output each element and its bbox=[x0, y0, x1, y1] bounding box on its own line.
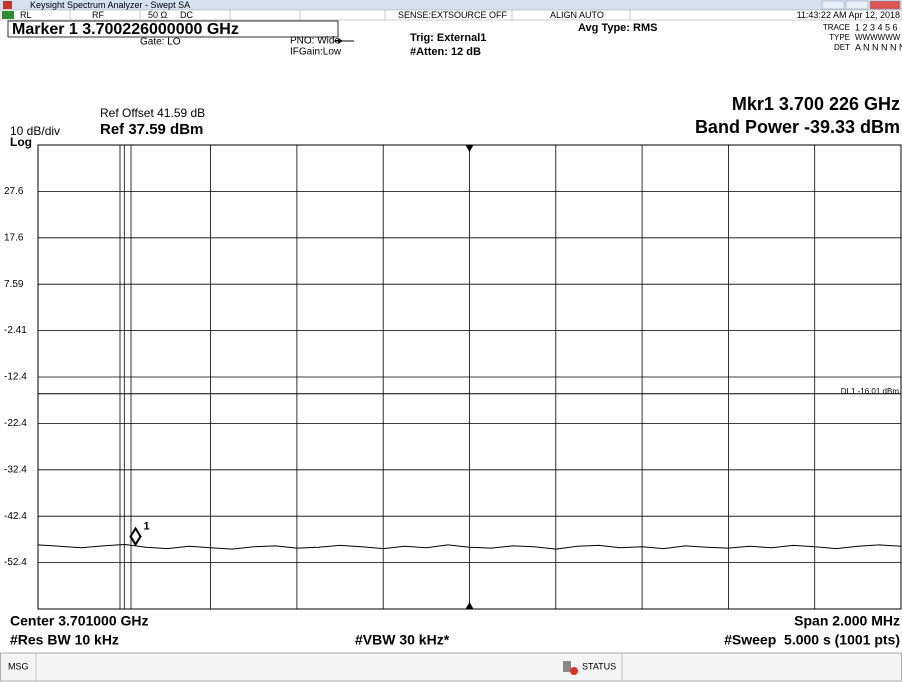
maximize-button[interactable] bbox=[845, 0, 869, 10]
y-tick-label: -32.4 bbox=[4, 464, 27, 475]
ifgain: IFGain:Low bbox=[290, 47, 342, 58]
status-time: 11:43:22 AM Apr 12, 2018 bbox=[797, 10, 900, 20]
det-list: A N N N N N bbox=[855, 42, 902, 52]
sweep: #Sweep 5.000 s (1001 pts) bbox=[724, 632, 900, 648]
y-tick-label: 27.6 bbox=[4, 186, 24, 197]
marker-readout: Mkr1 3.700 226 GHz bbox=[732, 94, 900, 114]
trace bbox=[37, 543, 902, 550]
trace-list: 1 2 3 4 5 6 bbox=[855, 22, 898, 32]
status-item: 50 Ω bbox=[148, 10, 168, 20]
span: Span 2.000 MHz bbox=[794, 613, 900, 629]
status-label[interactable]: STATUS bbox=[582, 661, 616, 671]
scale-type: Log bbox=[10, 135, 32, 149]
y-tick-label: 7.59 bbox=[4, 279, 24, 290]
y-tick-label: -2.41 bbox=[4, 325, 27, 336]
marker-label: 1 bbox=[144, 520, 150, 532]
scale: 10 dB/div bbox=[10, 124, 60, 138]
status-item: RL bbox=[20, 10, 32, 20]
trig-arrow bbox=[334, 38, 354, 44]
vbw: #VBW 30 kHz* bbox=[355, 632, 450, 648]
avg-type: Avg Type: RMS bbox=[578, 22, 657, 34]
status-item: SOURCE OFF bbox=[448, 10, 508, 20]
gate: Gate: LO bbox=[140, 37, 181, 48]
det-label: DET bbox=[834, 43, 850, 52]
status-item: ALIGN AUTO bbox=[550, 10, 604, 20]
close-button[interactable] bbox=[869, 0, 901, 10]
display-line-label: DL1 -16.01 dBm bbox=[841, 387, 900, 396]
status-dividers bbox=[69, 10, 631, 20]
band-power: Band Power -39.33 dBm bbox=[695, 117, 900, 137]
y-tick-label: -52.4 bbox=[4, 557, 27, 568]
type-list: WWWWWW bbox=[855, 33, 901, 42]
message-bar bbox=[0, 652, 902, 682]
msg-label: MSG bbox=[8, 661, 29, 671]
status-item: RF bbox=[92, 10, 104, 20]
app-icon bbox=[3, 1, 12, 9]
marker-box bbox=[7, 20, 339, 38]
status-icon bbox=[2, 11, 14, 19]
y-tick-label: -22.4 bbox=[4, 418, 27, 429]
y-tick-label: -12.4 bbox=[4, 372, 27, 383]
center-indicator bbox=[465, 145, 474, 152]
trace-label: TRACE bbox=[823, 23, 850, 32]
ref-level: Ref 37.59 dBm bbox=[100, 121, 203, 138]
status-row bbox=[0, 9, 902, 21]
status-icon bbox=[563, 661, 578, 675]
res-bw: #Res BW 10 kHz bbox=[10, 632, 119, 648]
y-tick-label: 17.6 bbox=[4, 232, 24, 243]
marker-diamond bbox=[129, 526, 142, 547]
title-bar bbox=[0, 0, 902, 10]
marker-frequency: Marker 1 3.700226000000 GHz bbox=[12, 21, 239, 38]
attenuation: #Atten: 12 dB bbox=[410, 46, 481, 58]
center-indicator bbox=[465, 602, 474, 609]
center-frequency: Center 3.701000 GHz bbox=[10, 613, 149, 629]
window-title: Keysight Spectrum Analyzer - Swept SA bbox=[30, 0, 190, 10]
type-label: TYPE bbox=[829, 33, 850, 42]
status-item: DC bbox=[180, 10, 193, 20]
ref-offset: Ref Offset 41.59 dB bbox=[100, 106, 205, 120]
y-tick-label: -42.4 bbox=[4, 511, 27, 522]
status-item: SENSE:EXT bbox=[398, 10, 449, 20]
pno: PNO: Wide bbox=[290, 36, 340, 47]
minimize-button[interactable] bbox=[821, 0, 845, 10]
trigger: Trig: External1 bbox=[410, 32, 486, 44]
